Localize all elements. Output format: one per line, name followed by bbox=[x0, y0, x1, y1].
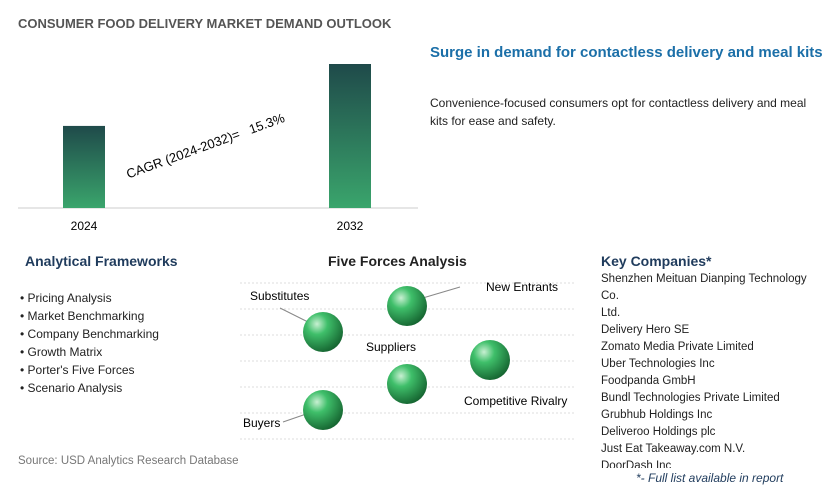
bar bbox=[329, 64, 371, 208]
companies-list: Shenzhen Meituan Dianping Technology Co.… bbox=[601, 271, 826, 468]
force-label: Buyers bbox=[243, 416, 280, 430]
list-item: Foodpanda GmbH bbox=[601, 375, 696, 387]
list-item: Scenario Analysis bbox=[20, 379, 159, 397]
source: Source: USD Analytics Research Database bbox=[18, 455, 239, 467]
list-item: DoorDash Inc bbox=[601, 460, 672, 468]
list-item: Porter's Five Forces bbox=[20, 361, 159, 379]
companies-note: *- Full list available in report bbox=[636, 471, 784, 485]
list-item: Uber Technologies Inc bbox=[601, 358, 715, 370]
list-item: Grubhub Holdings Inc bbox=[601, 409, 713, 421]
list-item: Just Eat Takeaway.com N.V. bbox=[601, 443, 746, 455]
list-item: Bundl Technologies Private Limited bbox=[601, 392, 780, 404]
frameworks-title: Analytical Frameworks bbox=[25, 253, 178, 269]
list-item: Delivery Hero SE bbox=[601, 324, 690, 336]
five-forces-title: Five Forces Analysis bbox=[328, 253, 467, 269]
bar bbox=[63, 125, 105, 208]
companies-title: Key Companies* bbox=[601, 253, 712, 269]
list-item: Pricing Analysis bbox=[20, 289, 159, 307]
x-tick-label: 2024 bbox=[71, 219, 98, 233]
force-label: Suppliers bbox=[366, 340, 416, 354]
list-item: Zomato Media Private Limited bbox=[601, 341, 754, 353]
list-item: Deliveroo Holdings plc bbox=[601, 426, 716, 438]
list-item: Company Benchmarking bbox=[20, 325, 159, 343]
force-label: Substitutes bbox=[250, 289, 309, 303]
force-label: New Entrants bbox=[486, 280, 558, 294]
spheres bbox=[303, 286, 510, 430]
highlight-text: Convenience-focused consumers opt for co… bbox=[430, 96, 807, 128]
force-label: Competitive Rivalry bbox=[464, 394, 567, 408]
list-item: Growth Matrix bbox=[20, 343, 159, 361]
highlight-title: Surge in demand for contactless delivery… bbox=[430, 44, 823, 61]
x-tick-label: 2032 bbox=[337, 219, 364, 233]
chart-title: CONSUMER FOOD DELIVERY MARKET DEMAND OUT… bbox=[18, 16, 392, 31]
cagr-annotation: CAGR (2024-2032)= 15.3% bbox=[124, 110, 287, 181]
frameworks-list: Pricing AnalysisMarket BenchmarkingCompa… bbox=[20, 289, 159, 397]
list-item: Market Benchmarking bbox=[20, 307, 159, 325]
list-item: Shenzhen Meituan Dianping Technology Co.… bbox=[601, 273, 807, 319]
